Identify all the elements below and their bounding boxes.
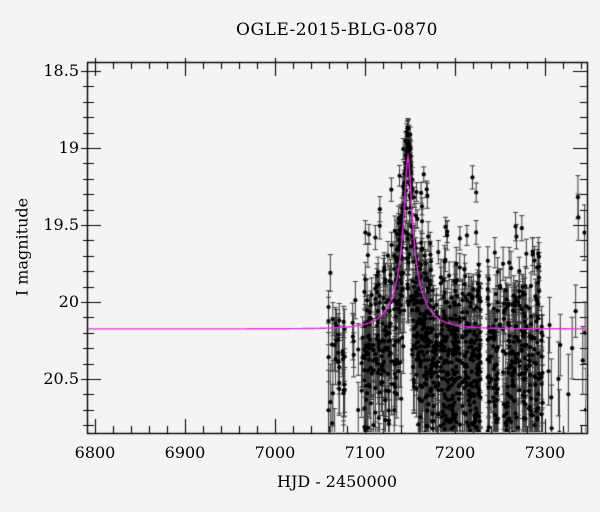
y-tick-label-19: 19 (58, 137, 79, 157)
y-tick-label-18.5: 18.5 (43, 60, 79, 80)
chart-title: OGLE-2015-BLG-0870 (236, 20, 438, 40)
x-tick-label-7100: 7100 (344, 443, 386, 462)
x-tick-label-6900: 6900 (164, 443, 206, 462)
x-tick-label-7000: 7000 (254, 443, 296, 462)
y-tick-label-19.5: 19.5 (43, 214, 79, 234)
x-tick-label-6800: 6800 (74, 443, 116, 462)
y-tick-label-20.5: 20.5 (43, 368, 79, 388)
x-axis-label: HJD - 2450000 (276, 472, 398, 491)
x-tick-label-7200: 7200 (434, 443, 476, 462)
x-tick-label-7300: 7300 (524, 443, 566, 462)
y-tick-label-20: 20 (58, 291, 79, 311)
y-axis-label: I magnitude (12, 197, 32, 297)
